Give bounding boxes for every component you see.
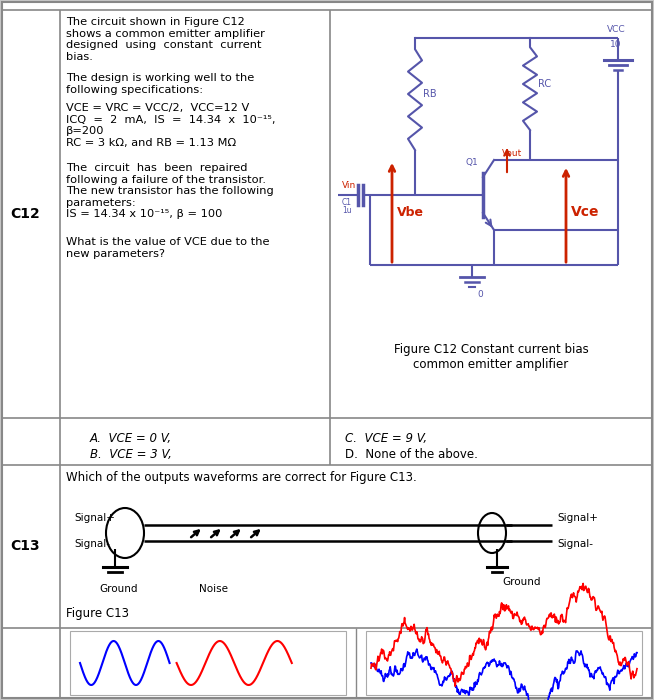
Text: RC: RC xyxy=(538,79,551,89)
Text: Vin: Vin xyxy=(342,181,356,190)
Text: Noise: Noise xyxy=(199,584,228,594)
Text: A.  VCE = 0 V,: A. VCE = 0 V, xyxy=(90,432,172,445)
Text: The  circuit  has  been  repaired
following a failure of the transistor.
The new: The circuit has been repaired following … xyxy=(66,163,274,219)
Text: Vbe: Vbe xyxy=(397,206,424,219)
Text: What is the value of VCE due to the
new parameters?: What is the value of VCE due to the new … xyxy=(66,237,269,258)
Text: Q1: Q1 xyxy=(465,158,478,167)
Text: RB: RB xyxy=(423,89,437,99)
Text: Signal+: Signal+ xyxy=(557,513,598,523)
Text: D.  None of the above.: D. None of the above. xyxy=(345,448,478,461)
Text: Signal-: Signal- xyxy=(74,539,110,549)
Text: C1: C1 xyxy=(342,198,352,207)
Text: Vout: Vout xyxy=(502,149,523,158)
Text: Figure C13: Figure C13 xyxy=(66,607,129,620)
Text: C12: C12 xyxy=(10,207,40,221)
Text: Ground: Ground xyxy=(99,584,137,594)
Text: The design is working well to the
following specifications:: The design is working well to the follow… xyxy=(66,73,254,94)
Text: The circuit shown in Figure C12
shows a common emitter amplifier
designed  using: The circuit shown in Figure C12 shows a … xyxy=(66,17,265,62)
Text: 0: 0 xyxy=(477,290,483,299)
Text: Ground: Ground xyxy=(502,577,540,587)
Text: Vce: Vce xyxy=(571,206,600,220)
Text: VCE = VRC = VCC/2,  VCC=12 V
ICQ  =  2  mA,  IS  =  14.34  x  10⁻¹⁵,
β=200
RC = : VCE = VRC = VCC/2, VCC=12 V ICQ = 2 mA, … xyxy=(66,103,275,148)
Text: B.  VCE = 3 V,: B. VCE = 3 V, xyxy=(90,448,172,461)
Text: 10: 10 xyxy=(610,40,622,49)
Text: C13: C13 xyxy=(10,540,40,554)
Text: Figure C12 Constant current bias
common emitter amplifier: Figure C12 Constant current bias common … xyxy=(394,343,589,371)
Text: C.  VCE = 9 V,: C. VCE = 9 V, xyxy=(345,432,427,445)
Polygon shape xyxy=(2,2,652,698)
Text: VCC: VCC xyxy=(607,25,625,34)
Text: Signal+: Signal+ xyxy=(74,513,115,523)
Text: Signal-: Signal- xyxy=(557,539,593,549)
Text: 1u: 1u xyxy=(342,206,352,215)
Text: Which of the outputs waveforms are correct for Figure C13.: Which of the outputs waveforms are corre… xyxy=(66,471,417,484)
